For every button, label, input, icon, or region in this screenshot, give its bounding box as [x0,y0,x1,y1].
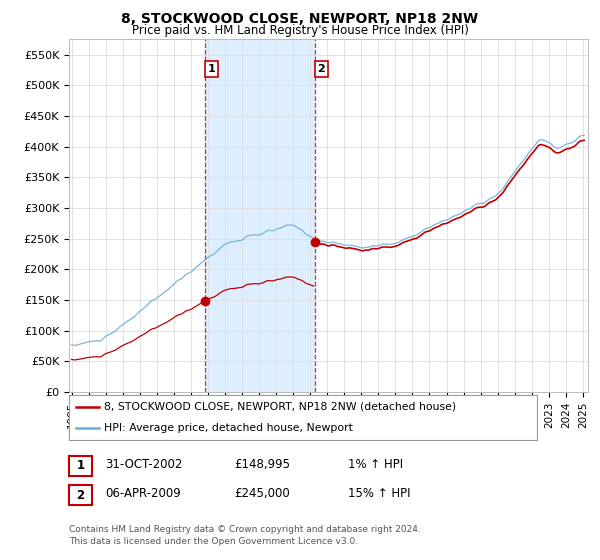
Text: 2: 2 [317,64,325,74]
Text: 15% ↑ HPI: 15% ↑ HPI [348,487,410,501]
Text: 31-OCT-2002: 31-OCT-2002 [105,458,182,472]
Text: 06-APR-2009: 06-APR-2009 [105,487,181,501]
Text: 1: 1 [76,459,85,473]
Text: 1: 1 [208,64,215,74]
Text: £245,000: £245,000 [234,487,290,501]
Text: 1% ↑ HPI: 1% ↑ HPI [348,458,403,472]
Text: HPI: Average price, detached house, Newport: HPI: Average price, detached house, Newp… [104,422,353,432]
Text: Price paid vs. HM Land Registry's House Price Index (HPI): Price paid vs. HM Land Registry's House … [131,24,469,37]
Bar [205,39,315,392]
Text: 8, STOCKWOOD CLOSE, NEWPORT, NP18 2NW (detached house): 8, STOCKWOOD CLOSE, NEWPORT, NP18 2NW (d… [104,402,456,412]
Text: £148,995: £148,995 [234,458,290,472]
Text: 8, STOCKWOOD CLOSE, NEWPORT, NP18 2NW: 8, STOCKWOOD CLOSE, NEWPORT, NP18 2NW [121,12,479,26]
Text: Contains HM Land Registry data © Crown copyright and database right 2024.
This d: Contains HM Land Registry data © Crown c… [69,525,421,546]
Text: 2: 2 [76,488,85,502]
